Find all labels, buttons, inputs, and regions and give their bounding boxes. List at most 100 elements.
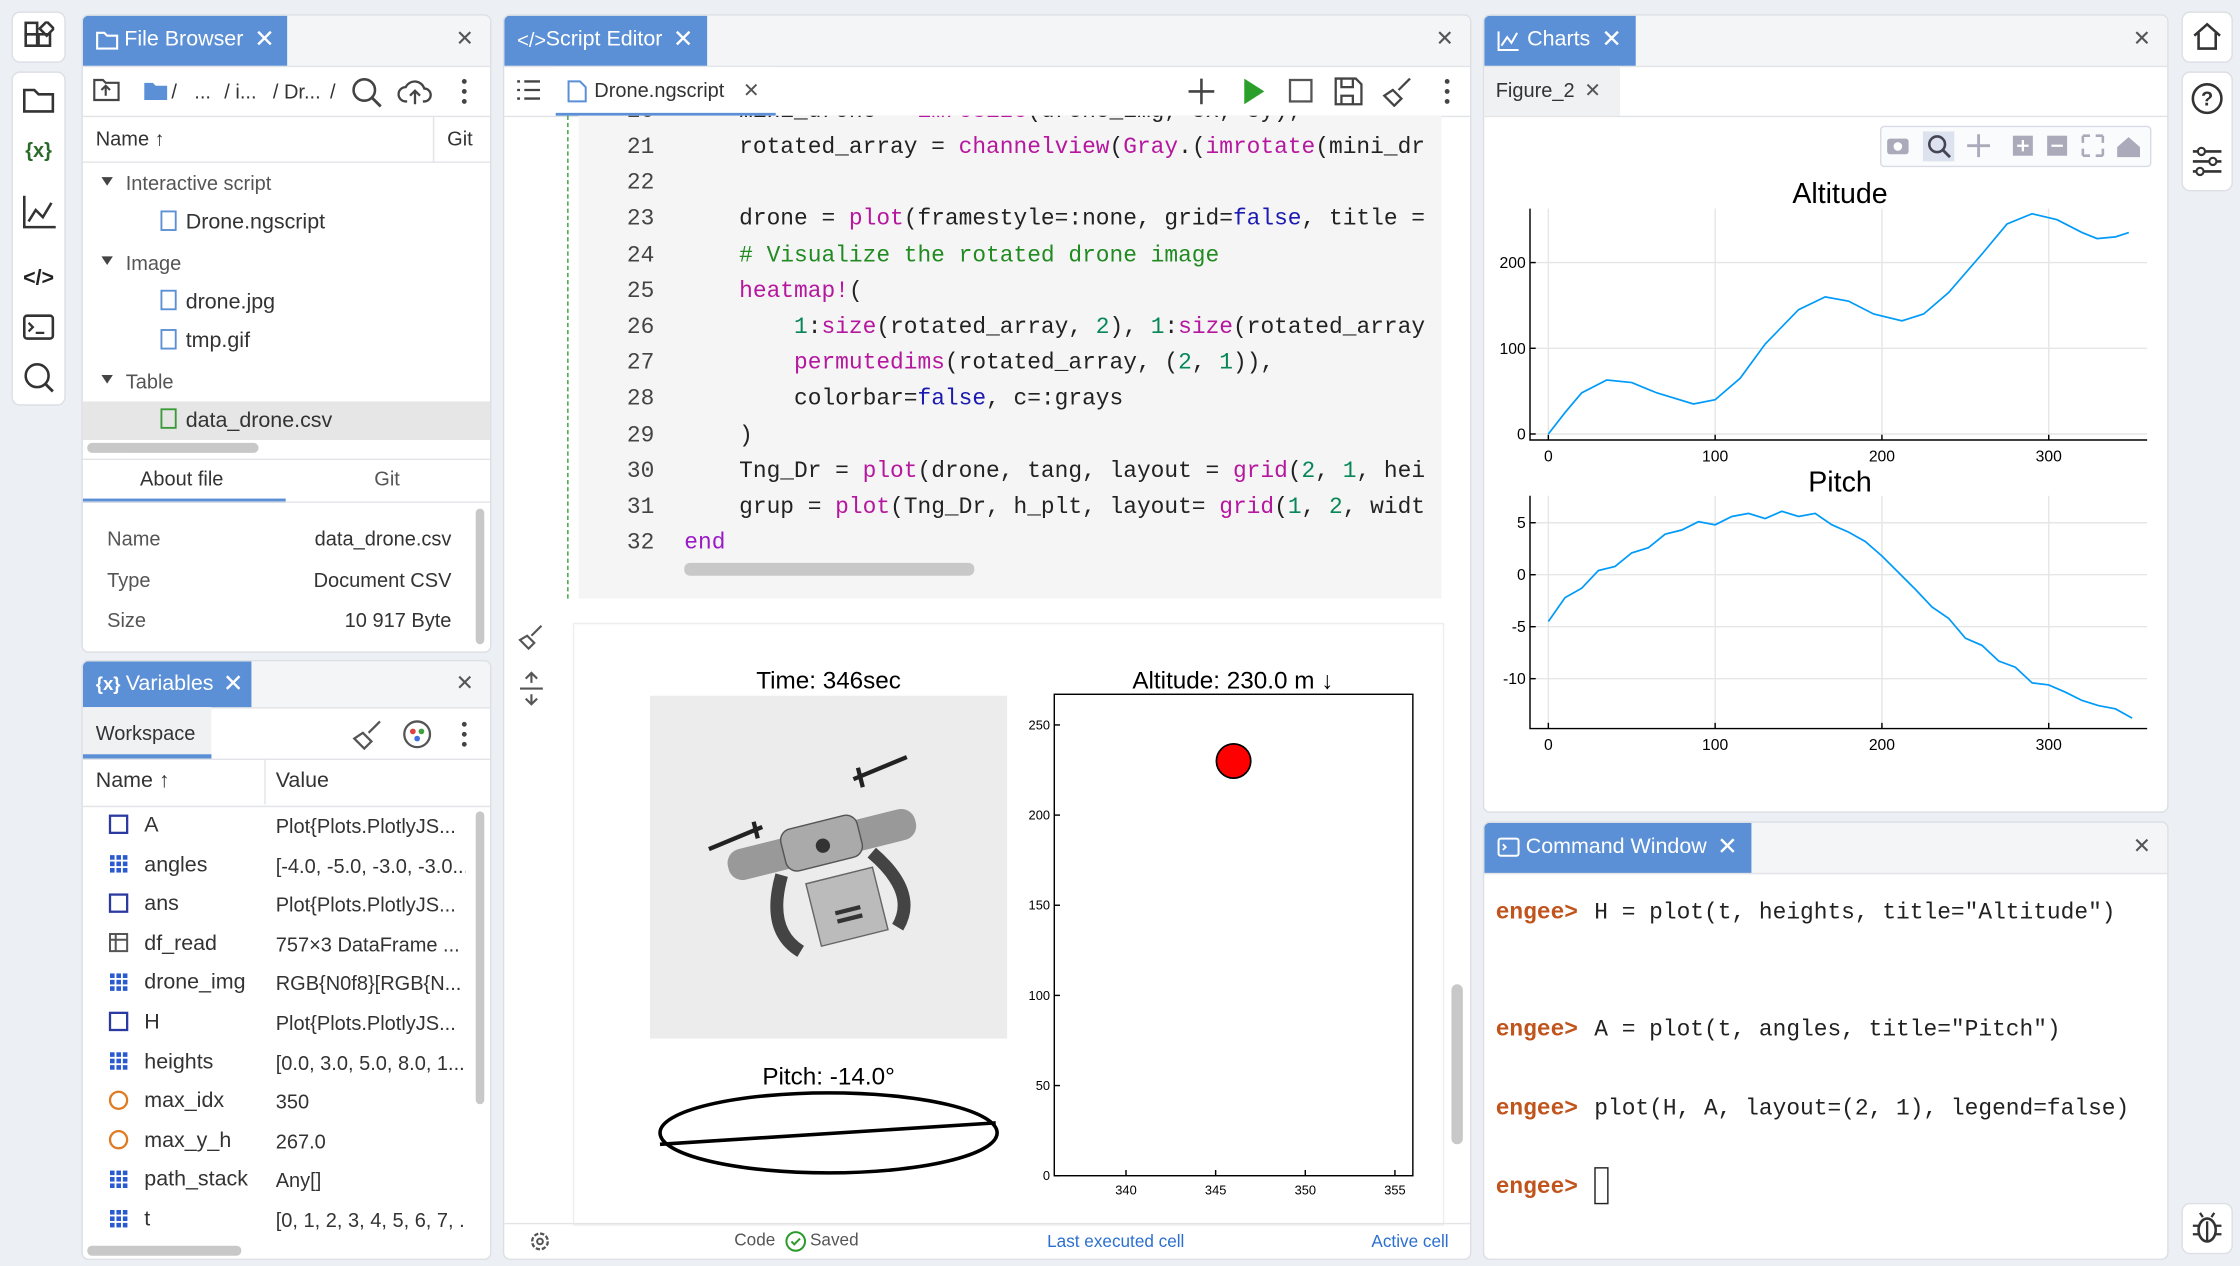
clear-icon[interactable]: [351, 719, 385, 750]
help-group: ?: [2181, 71, 2233, 192]
last-executed-link[interactable]: Last executed cell: [1047, 1231, 1185, 1252]
property-value: data_drone.csv: [314, 527, 452, 550]
code-token: :: [807, 314, 822, 340]
upload-icon[interactable]: [397, 76, 434, 110]
line-number: 23: [626, 206, 655, 232]
workspace-tab[interactable]: Workspace: [95, 721, 196, 745]
file-tab[interactable]: [555, 67, 776, 116]
tab-close[interactable]: ✕: [254, 25, 275, 53]
code-token: (framestyle=:none, grid=: [903, 206, 1233, 232]
code-token: )),: [1232, 350, 1275, 376]
v-scrollbar[interactable]: [1451, 984, 1463, 1145]
code-token: plot: [848, 206, 904, 232]
file-tab-title: Drone.ngscript: [594, 78, 725, 102]
info-tab: Git: [374, 467, 400, 490]
code-line: # Visualize the rotated drone image: [684, 241, 1219, 270]
line-number: 21: [626, 134, 655, 160]
tree-group: Table: [125, 369, 174, 393]
svg-text:?: ?: [2201, 89, 2213, 111]
more-icon[interactable]: [460, 720, 469, 749]
column-separator: [432, 115, 435, 162]
home-icon[interactable]: [2191, 20, 2222, 51]
variable-value: [-4.0, -5.0, -3.0, -3.0...: [275, 853, 466, 877]
tree-group: Interactive script: [125, 171, 272, 195]
variable-name: df_read: [144, 931, 217, 956]
more-icon[interactable]: [460, 77, 469, 106]
code-line: colorbar=false, c=:grays: [684, 385, 1123, 414]
variable-value: Plot{Plots.PlotlyJS...: [275, 1011, 456, 1035]
variables-tab[interactable]: [82, 661, 252, 708]
v-scrollbar[interactable]: [475, 508, 485, 645]
settings-icon[interactable]: [529, 1230, 552, 1253]
terminal-icon: [1497, 837, 1520, 857]
code-token: (: [1274, 494, 1288, 520]
column-value: Value: [275, 768, 329, 793]
column-name: Name ↑: [95, 768, 170, 793]
code-token: ,: [1191, 350, 1220, 376]
code-cell[interactable]: 20 mini_drone = imresize(drone_img, sx, …: [578, 115, 1442, 599]
panel-close[interactable]: ✕: [455, 27, 474, 52]
tree-file: Drone.ngscript: [185, 209, 326, 235]
bug-icon[interactable]: [2191, 1211, 2222, 1245]
refresh-icon[interactable]: [400, 717, 434, 751]
code-token: plot: [835, 494, 891, 520]
panel-close[interactable]: ✕: [1435, 27, 1454, 52]
apps-icon[interactable]: [23, 21, 55, 52]
v-scrollbar[interactable]: [475, 811, 485, 1105]
line-number: 31: [626, 494, 655, 520]
active-tab-underline: [82, 754, 212, 759]
code-token: 1: [1287, 494, 1302, 520]
home-group: [2181, 11, 2233, 63]
tab-title: Script Editor: [545, 27, 663, 52]
line-number: 25: [626, 278, 655, 304]
panel-close[interactable]: ✕: [2132, 27, 2151, 52]
command-window-tab[interactable]: [1484, 822, 1752, 873]
code-token: (rotated_array,: [876, 314, 1096, 340]
code-token: # Visualize the rotated drone image: [684, 242, 1220, 268]
script-editor-tab[interactable]: [504, 15, 708, 66]
help-icons[interactable]: ?: [2183, 73, 2232, 190]
code-h-scrollbar[interactable]: [684, 562, 975, 576]
property-name: Size: [107, 608, 147, 632]
prompt: engee>: [1495, 1174, 1579, 1200]
outline-icon[interactable]: [516, 79, 542, 102]
file-browser-panel: File Browser ✕ ✕ /... / i... / Dr... / Name …: [81, 14, 492, 653]
code-token: 2: [1178, 350, 1192, 376]
active-cell-link[interactable]: Active cell: [1371, 1231, 1449, 1252]
tab-close[interactable]: ✕: [222, 669, 244, 698]
tab-title: Variables: [125, 671, 214, 696]
figure-tab-close[interactable]: ✕: [1584, 78, 1602, 102]
tab-close[interactable]: ✕: [1717, 832, 1738, 860]
h-scrollbar[interactable]: [87, 442, 259, 453]
panel-close[interactable]: ✕: [2132, 834, 2151, 859]
h-scrollbar[interactable]: [87, 1245, 242, 1256]
search-icon[interactable]: [350, 76, 384, 110]
code-token: (mini_dr: [1315, 134, 1425, 160]
divider: [82, 501, 490, 503]
file-tab-close[interactable]: ✕: [742, 78, 760, 102]
code-token: (: [1109, 134, 1124, 160]
output-area: [572, 622, 1445, 1226]
input-cursor[interactable]: [1594, 1167, 1609, 1205]
up-folder-icon[interactable]: [91, 76, 122, 105]
code-token: Gray: [1123, 134, 1179, 160]
tab-close[interactable]: ✕: [1601, 25, 1622, 53]
code-token: , hei: [1356, 458, 1426, 484]
status-code: Code: [734, 1229, 776, 1250]
property-value: 10 917 Byte: [344, 608, 452, 632]
chart-icon: [1497, 31, 1519, 51]
figure-tab[interactable]: [1484, 67, 1620, 116]
variable-name: ans: [144, 891, 179, 916]
tab-close[interactable]: ✕: [672, 25, 694, 53]
activity-icons[interactable]: {x} </>: [13, 73, 64, 404]
panel-close[interactable]: ✕: [455, 671, 474, 696]
code-token: , title =: [1301, 206, 1425, 232]
editor-actions[interactable]: [1187, 76, 1471, 108]
code-token: 2: [1095, 314, 1110, 340]
variable-value: 350: [275, 1090, 310, 1114]
modebar-icons[interactable]: [1884, 130, 2147, 162]
code-line: permutedims(rotated_array, (2, 1)),: [684, 349, 1274, 378]
cell-tools[interactable]: [516, 623, 547, 709]
column-header: [82, 758, 490, 808]
